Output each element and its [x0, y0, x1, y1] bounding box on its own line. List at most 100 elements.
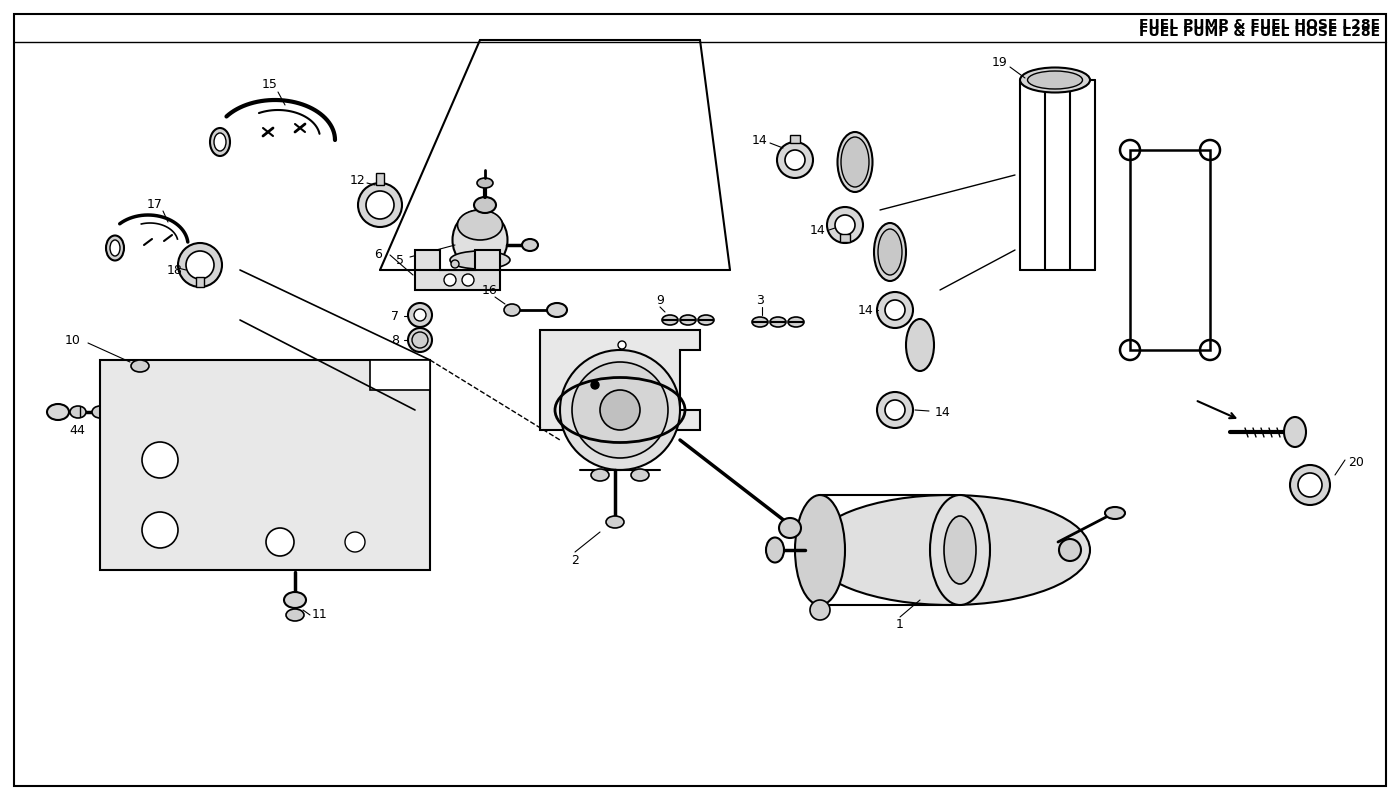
Ellipse shape [449, 251, 510, 269]
Ellipse shape [286, 609, 304, 621]
Circle shape [560, 350, 680, 470]
Ellipse shape [504, 304, 519, 316]
Circle shape [1289, 465, 1330, 505]
Text: 16: 16 [482, 283, 498, 297]
Text: FUEL PUMP & FUEL HOSE L28E: FUEL PUMP & FUEL HOSE L28E [1138, 18, 1380, 32]
Ellipse shape [811, 495, 1091, 605]
Text: 14: 14 [858, 303, 874, 317]
Ellipse shape [699, 315, 714, 325]
Text: FUEL PUMP & FUEL HOSE L28E: FUEL PUMP & FUEL HOSE L28E [1138, 25, 1380, 39]
Circle shape [412, 332, 428, 348]
Text: 14: 14 [935, 406, 951, 418]
Text: 9: 9 [657, 294, 664, 306]
Ellipse shape [930, 495, 990, 605]
Text: 4: 4 [69, 423, 77, 437]
Ellipse shape [752, 317, 769, 327]
Text: 11: 11 [312, 609, 328, 622]
Ellipse shape [778, 518, 801, 538]
Circle shape [834, 215, 855, 235]
Text: 14: 14 [811, 223, 826, 237]
Circle shape [451, 260, 459, 268]
Circle shape [344, 532, 365, 552]
Text: 6: 6 [374, 249, 382, 262]
Text: 18: 18 [167, 263, 183, 277]
Text: 20: 20 [1348, 455, 1364, 469]
Ellipse shape [944, 516, 976, 584]
Ellipse shape [906, 319, 934, 371]
Circle shape [601, 390, 640, 430]
Ellipse shape [788, 317, 804, 327]
Ellipse shape [547, 303, 567, 317]
Ellipse shape [795, 495, 846, 605]
Bar [1130, 150, 1210, 350]
Ellipse shape [841, 137, 869, 187]
Text: 17: 17 [147, 198, 162, 211]
Text: 8: 8 [391, 334, 399, 346]
Circle shape [186, 251, 214, 279]
Circle shape [1298, 473, 1322, 497]
Circle shape [827, 207, 862, 243]
Polygon shape [414, 250, 500, 290]
Circle shape [407, 328, 433, 352]
Ellipse shape [606, 516, 624, 528]
Ellipse shape [1021, 67, 1091, 93]
Ellipse shape [770, 317, 785, 327]
Circle shape [591, 381, 599, 389]
Text: 12: 12 [350, 174, 365, 186]
Polygon shape [540, 330, 700, 430]
Ellipse shape [874, 223, 906, 281]
Ellipse shape [284, 592, 307, 608]
Circle shape [365, 191, 393, 219]
Bar [370, 360, 430, 390]
Ellipse shape [878, 229, 902, 275]
Ellipse shape [1284, 417, 1306, 447]
Circle shape [266, 528, 294, 556]
Circle shape [407, 303, 433, 327]
Circle shape [811, 600, 830, 620]
Ellipse shape [92, 406, 108, 418]
Text: 2: 2 [571, 554, 580, 566]
Ellipse shape [1058, 539, 1081, 561]
Text: 1: 1 [896, 618, 904, 631]
Ellipse shape [458, 210, 503, 240]
Ellipse shape [1028, 71, 1082, 89]
Circle shape [358, 183, 402, 227]
Ellipse shape [591, 469, 609, 481]
Circle shape [141, 512, 178, 548]
Ellipse shape [70, 406, 85, 418]
Ellipse shape [214, 133, 225, 151]
Ellipse shape [475, 197, 496, 213]
Circle shape [876, 292, 913, 328]
Circle shape [885, 300, 904, 320]
Circle shape [885, 400, 904, 420]
Ellipse shape [106, 235, 125, 261]
Bar [790, 135, 799, 143]
Text: 3: 3 [756, 294, 764, 306]
Circle shape [444, 274, 456, 286]
Text: 19: 19 [993, 55, 1008, 69]
Ellipse shape [766, 538, 784, 562]
Circle shape [414, 309, 426, 321]
Ellipse shape [662, 315, 678, 325]
Circle shape [178, 243, 223, 287]
Bar [196, 277, 204, 287]
Circle shape [462, 274, 475, 286]
Circle shape [573, 362, 668, 458]
Text: 7: 7 [391, 310, 399, 322]
Text: 5: 5 [396, 254, 405, 266]
Ellipse shape [132, 360, 148, 372]
Polygon shape [99, 360, 430, 570]
Ellipse shape [631, 469, 650, 481]
Ellipse shape [1105, 507, 1126, 519]
Ellipse shape [477, 178, 493, 188]
Ellipse shape [452, 210, 507, 270]
Circle shape [777, 142, 813, 178]
Circle shape [141, 442, 178, 478]
Ellipse shape [111, 240, 120, 256]
Ellipse shape [48, 404, 69, 420]
Ellipse shape [522, 239, 538, 251]
Bar [840, 234, 850, 242]
Ellipse shape [680, 315, 696, 325]
Circle shape [617, 341, 626, 349]
Circle shape [876, 392, 913, 428]
